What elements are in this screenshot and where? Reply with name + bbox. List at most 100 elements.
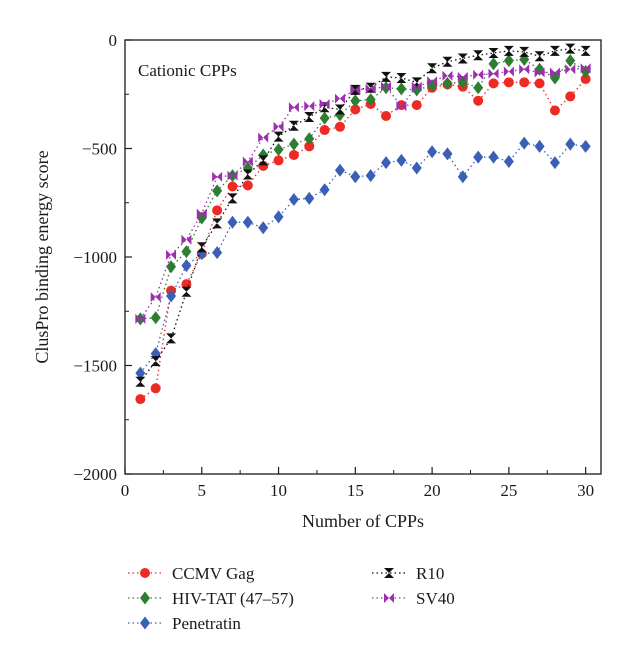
data-point: [212, 184, 223, 198]
data-point: [196, 242, 207, 253]
data-point: [135, 376, 146, 387]
data-point: [288, 192, 299, 206]
data-point: [442, 70, 453, 81]
data-point: [334, 104, 345, 115]
x-tick-label: 20: [424, 481, 441, 500]
data-point: [473, 69, 484, 80]
data-point: [334, 163, 345, 177]
data-point: [565, 91, 576, 102]
data-point: [334, 108, 345, 122]
data-point: [365, 93, 376, 107]
data-point: [350, 104, 361, 115]
data-point: [258, 132, 269, 143]
data-point: [273, 143, 284, 157]
data-point: [580, 63, 591, 74]
data-point: [488, 48, 499, 59]
data-point: [549, 156, 560, 170]
data-point: [396, 153, 407, 167]
data-point: [503, 54, 514, 68]
data-point: [288, 120, 299, 131]
axis-ticks: 0 5 10 15 20 25 30 0 −500 −1000 −1500 −2000: [73, 31, 594, 500]
series-line: [139, 67, 586, 320]
data-point: [319, 99, 330, 110]
data-point: [534, 78, 545, 89]
x-tick-label: 15: [347, 481, 364, 500]
x-tick-label: 0: [121, 481, 130, 500]
data-point: [565, 64, 576, 75]
data-point: [334, 93, 345, 104]
series-ccmv-gag: [135, 74, 591, 405]
legend-marker: [384, 568, 394, 578]
data-point: [411, 100, 422, 111]
legend-item: SV40: [372, 589, 455, 608]
data-point: [534, 67, 545, 78]
x-tick-label: 5: [198, 481, 207, 500]
data-point: [549, 67, 560, 78]
data-point: [549, 45, 560, 56]
data-point: [519, 77, 530, 88]
data-point: [488, 68, 499, 79]
legend-label: R10: [416, 564, 444, 583]
legend-label: HIV-TAT (47–57): [172, 589, 294, 608]
data-point: [258, 155, 269, 166]
legend-item: R10: [372, 564, 444, 583]
data-point: [319, 111, 330, 125]
data-point: [381, 156, 392, 170]
data-point: [304, 132, 315, 146]
data-point: [503, 77, 514, 88]
y-axis-title: ClusPro binding energy score: [32, 150, 52, 363]
data-point: [334, 121, 345, 132]
data-point: [135, 313, 146, 324]
y-tick-label: −1500: [73, 357, 117, 376]
data-point: [288, 150, 299, 161]
y-tick-label: −2000: [73, 465, 117, 484]
data-point: [457, 71, 468, 82]
data-point: [319, 125, 330, 136]
data-point: [534, 139, 545, 153]
series-line: [140, 58, 586, 320]
data-point: [242, 215, 253, 229]
data-point: [227, 181, 238, 192]
legend: CCMV Gag HIV-TAT (47–57) Penetratin R10 SV40: [128, 564, 455, 633]
data-point: [457, 170, 468, 184]
data-point: [488, 150, 499, 164]
data-point: [365, 169, 376, 183]
data-point: [273, 155, 284, 166]
data-point: [411, 81, 422, 92]
data-point: [196, 208, 207, 219]
series-line: [140, 78, 587, 400]
data-point: [212, 218, 223, 229]
data-point: [242, 169, 253, 180]
data-point: [519, 46, 530, 57]
data-point: [396, 72, 407, 83]
data-point: [304, 101, 315, 112]
legend-item: HIV-TAT (47–57): [128, 589, 294, 608]
data-point: [166, 289, 177, 303]
data-point: [273, 210, 284, 224]
data-point: [166, 333, 177, 344]
data-point: [473, 95, 484, 106]
data-point: [381, 110, 392, 121]
data-point: [258, 148, 269, 162]
x-tick-label: 30: [577, 481, 594, 500]
series-penetratin: [135, 136, 591, 380]
data-point: [166, 260, 177, 274]
data-point: [181, 286, 192, 297]
data-point: [242, 156, 253, 167]
data-point: [181, 234, 192, 245]
data-point: [288, 102, 299, 113]
series-line: [139, 142, 586, 374]
data-point: [519, 64, 530, 75]
series-r10: [135, 43, 591, 387]
y-tick-label: −1000: [73, 248, 117, 267]
series-sv40: [135, 63, 591, 324]
y-tick-label: −500: [82, 140, 117, 159]
data-point: [473, 50, 484, 61]
data-point: [181, 259, 192, 273]
legend-marker: [384, 593, 394, 603]
data-point: [273, 121, 284, 132]
data-point: [411, 161, 422, 175]
data-point: [242, 180, 253, 191]
data-point: [580, 139, 591, 153]
